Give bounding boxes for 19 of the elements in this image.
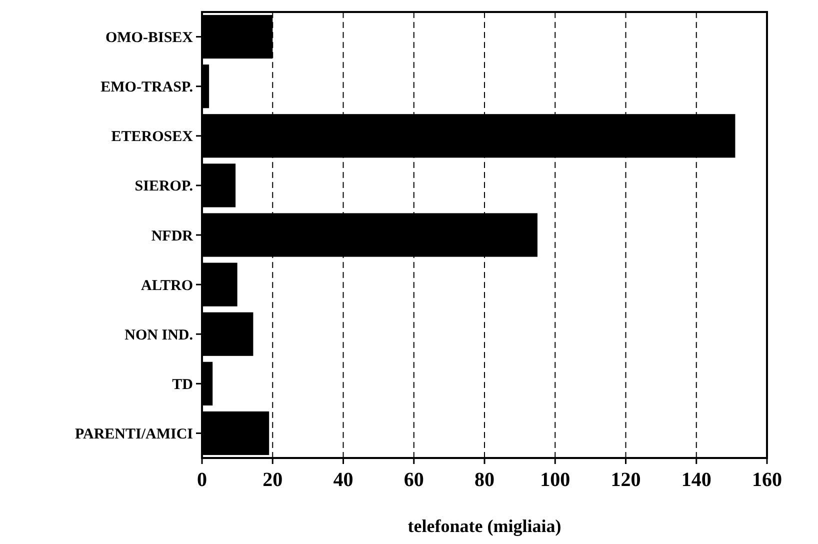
y-tick-label: TD xyxy=(172,376,194,393)
y-tick-label: ETEROSEX xyxy=(111,129,194,146)
x-tick-label: 100 xyxy=(540,469,570,491)
x-tick-label: 160 xyxy=(752,469,782,491)
x-tick-label: 80 xyxy=(474,469,494,491)
x-tick-label: 120 xyxy=(610,469,641,491)
x-axis-title: telefonate (migliaia) xyxy=(408,516,562,536)
x-tick-label: 60 xyxy=(404,469,424,491)
x-tick-label: 140 xyxy=(681,469,712,491)
y-tick-label: OMO-BISEX xyxy=(105,30,194,46)
x-tick-label: 40 xyxy=(333,469,354,491)
y-tick-label: ALTRO xyxy=(141,278,193,294)
y-tick-label: SIEROP. xyxy=(134,178,194,195)
y-tick-label: EMO-TRASP. xyxy=(100,80,194,96)
y-tick-label: NFDR xyxy=(151,228,194,244)
x-tick-label: 0 xyxy=(197,469,207,491)
y-tick-label: PARENTI/AMICI xyxy=(74,426,194,442)
x-tick-label: 20 xyxy=(262,469,283,491)
y-tick-label: NON IND. xyxy=(124,327,194,344)
